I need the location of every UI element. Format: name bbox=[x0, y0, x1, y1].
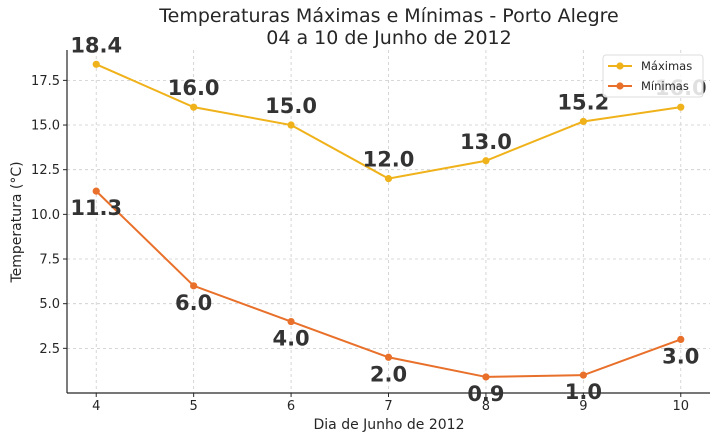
data-point bbox=[579, 371, 587, 379]
legend-label: Máximas bbox=[641, 59, 692, 73]
y-tick-label: 2.5 bbox=[39, 342, 60, 357]
chart-subtitle: 04 a 10 de Junho de 2012 bbox=[266, 27, 511, 49]
data-label: 13.0 bbox=[460, 130, 512, 154]
y-axis-label: Temperatura (°C) bbox=[9, 161, 25, 283]
data-point bbox=[287, 121, 295, 129]
data-label: 4.0 bbox=[272, 327, 309, 351]
data-labels: 18.416.015.012.013.015.216.011.36.04.02.… bbox=[70, 33, 706, 406]
data-label: 0.9 bbox=[467, 382, 504, 406]
x-tick-label: 9 bbox=[579, 399, 587, 414]
data-label: 12.0 bbox=[363, 148, 415, 172]
y-tick-label: 7.5 bbox=[39, 253, 60, 268]
data-label: 16.0 bbox=[168, 76, 220, 100]
data-point bbox=[677, 335, 685, 344]
legend-marker bbox=[616, 62, 624, 70]
data-label: 15.2 bbox=[557, 90, 609, 114]
data-point bbox=[287, 317, 295, 326]
data-point bbox=[92, 60, 100, 68]
data-label: 11.3 bbox=[70, 196, 122, 220]
y-tick-label: 10.0 bbox=[31, 208, 60, 223]
data-point bbox=[482, 373, 490, 381]
data-point bbox=[190, 103, 198, 111]
chart-title: Temperaturas Máximas e Mínimas - Porto A… bbox=[158, 5, 618, 27]
x-tick-label: 4 bbox=[92, 399, 100, 414]
data-label: 2.0 bbox=[370, 362, 407, 386]
series bbox=[92, 60, 685, 381]
legend-label: Mínimas bbox=[641, 79, 689, 93]
data-label: 3.0 bbox=[662, 344, 699, 368]
grid bbox=[67, 50, 710, 393]
legend-marker bbox=[616, 82, 624, 90]
data-point bbox=[384, 353, 393, 361]
data-point bbox=[190, 282, 198, 290]
data-point bbox=[579, 117, 587, 126]
data-point bbox=[92, 187, 100, 195]
data-point bbox=[384, 175, 393, 183]
data-label: 18.4 bbox=[70, 33, 122, 57]
x-tick-label: 6 bbox=[287, 399, 295, 414]
y-tick-label: 5.0 bbox=[39, 297, 60, 312]
x-tick-label: 7 bbox=[384, 399, 392, 414]
y-tick-label: 15.0 bbox=[31, 119, 60, 134]
data-label: 1.0 bbox=[565, 380, 602, 404]
x-axis-label: Dia de Junho de 2012 bbox=[314, 417, 465, 433]
data-label: 6.0 bbox=[175, 291, 212, 315]
data-point bbox=[482, 157, 490, 165]
y-tick-label: 17.5 bbox=[31, 74, 60, 89]
x-tick-label: 5 bbox=[190, 399, 198, 414]
x-tick-label: 8 bbox=[482, 399, 490, 414]
axes: 2.5 5.0 7.5 10.0 12.5 15.0 17.5 4 5 6 7 8 9 10 bbox=[31, 50, 710, 414]
data-label: 15.0 bbox=[265, 94, 317, 118]
x-tick-label: 10 bbox=[672, 399, 689, 414]
y-tick-label: 12.5 bbox=[31, 163, 60, 178]
legend: Máximas Mínimas bbox=[602, 54, 704, 98]
data-point bbox=[677, 103, 685, 111]
